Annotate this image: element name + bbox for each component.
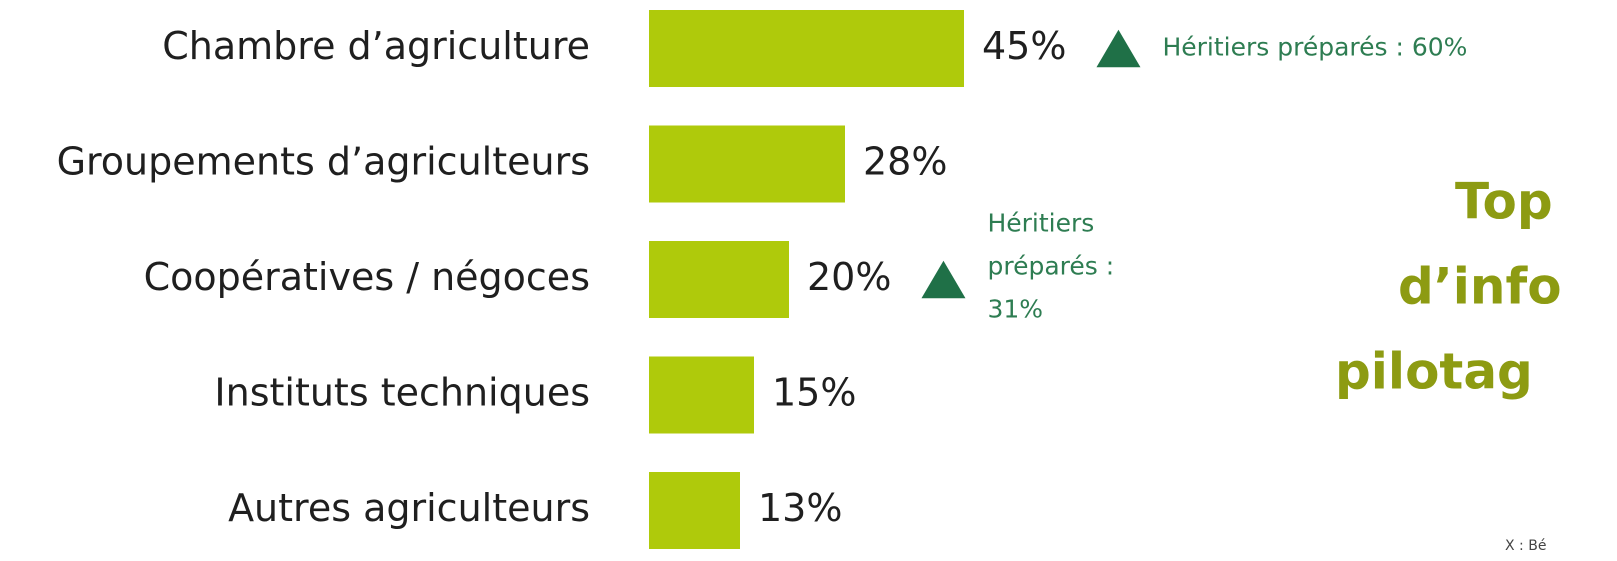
- bar: [649, 125, 845, 203]
- value-label: 28%: [863, 140, 947, 184]
- value-label: 15%: [772, 371, 856, 415]
- value-label: 45%: [982, 24, 1066, 68]
- value-label: 20%: [807, 255, 891, 299]
- bar: [649, 356, 754, 434]
- annotation: Héritiers préparés : 60%: [1162, 33, 1467, 62]
- category-label: Groupements d’agriculteurs: [57, 140, 590, 184]
- footnote: X : Bé: [1505, 538, 1546, 554]
- category-label: Chambre d’agriculture: [162, 24, 590, 68]
- chart-title: d’info: [1398, 258, 1562, 316]
- annotation: Héritiers: [987, 209, 1094, 238]
- triangle-marker: [921, 260, 966, 299]
- category-label: Autres agriculteurs: [228, 486, 590, 530]
- category-label: Instituts techniques: [214, 371, 590, 415]
- annotation: préparés :: [987, 252, 1114, 281]
- annotation: 31%: [987, 295, 1043, 324]
- triangle-marker: [1096, 29, 1141, 68]
- bar: [649, 241, 789, 318]
- bar: [649, 10, 964, 87]
- value-label: 13%: [758, 486, 842, 530]
- bar: [649, 472, 740, 549]
- category-label: Coopératives / négoces: [144, 255, 590, 299]
- chart-title: pilotag: [1335, 343, 1533, 401]
- chart-title: Top: [1455, 173, 1553, 231]
